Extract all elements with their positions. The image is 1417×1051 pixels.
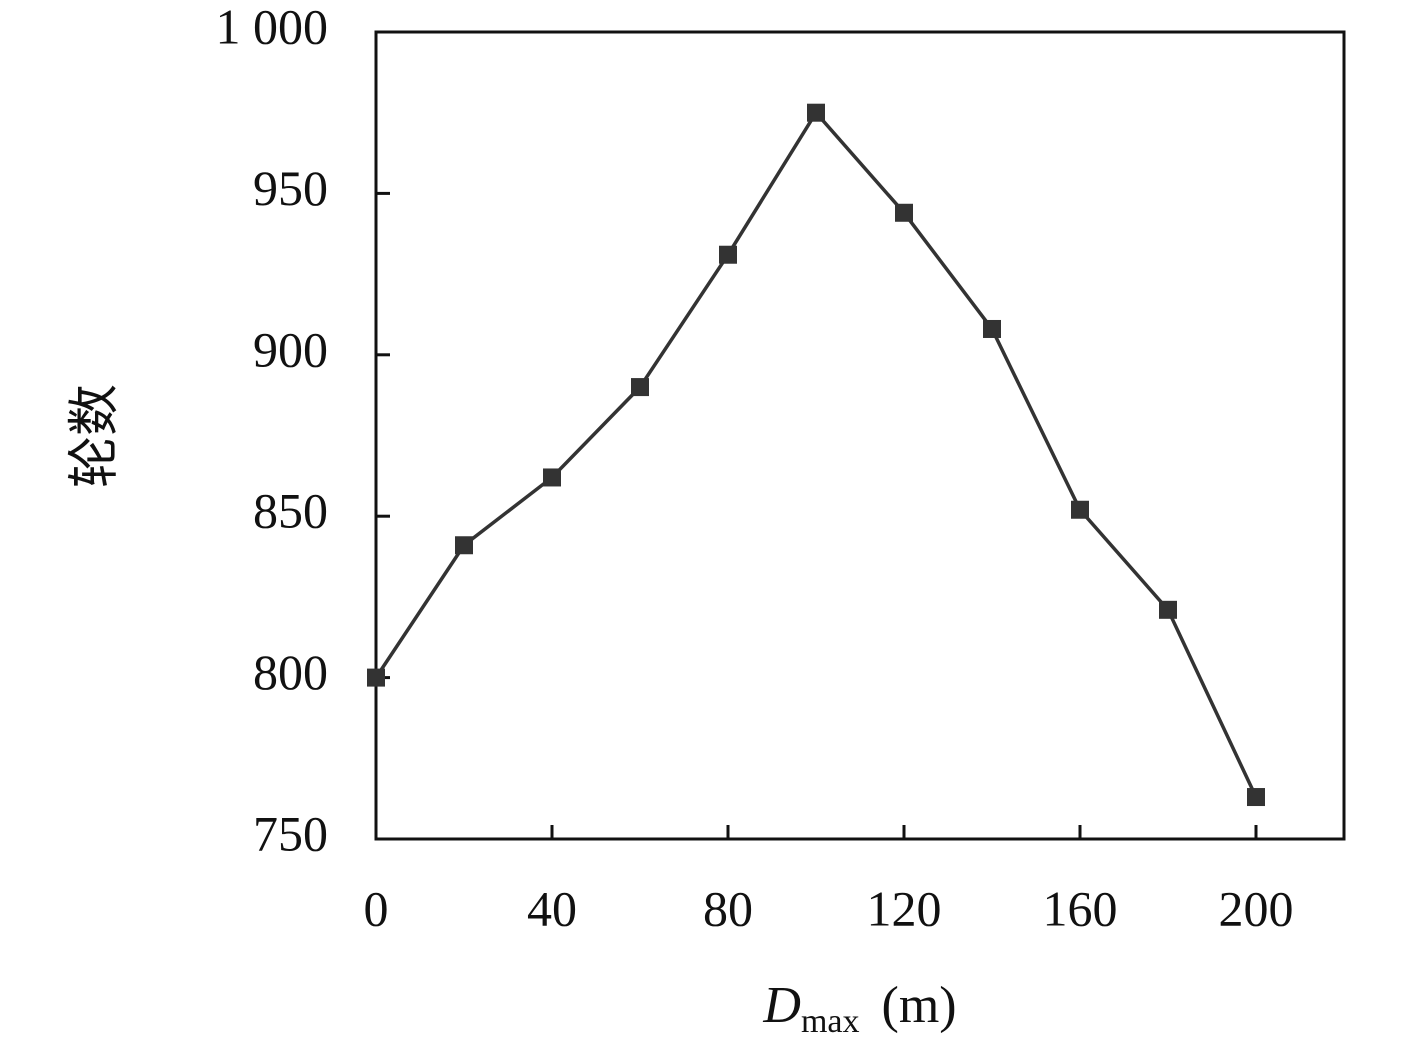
x-tick-label: 160 [1043,880,1118,936]
y-axis-label: 轮数 [67,384,124,488]
x-tick-label: 200 [1219,880,1294,936]
data-marker [543,468,561,487]
data-marker [631,378,649,397]
y-tick-label: 800 [253,644,328,700]
data-marker [1247,788,1265,807]
data-marker [895,203,913,222]
data-marker [719,245,737,264]
x-tick-label: 40 [527,880,577,936]
x-tick-label: 0 [364,880,389,936]
y-tick-label: 900 [253,321,328,377]
y-tick-label: 950 [253,160,328,216]
y-tick-label: 850 [253,483,328,539]
x-tick-label: 80 [703,880,753,936]
plot-frame [374,30,1346,841]
x-label-main: D [762,977,801,1034]
x-axis-label: Dmax (m) [762,977,956,1040]
y-tick-label: 750 [253,805,328,861]
x-tick-label: 120 [867,880,942,936]
data-marker [367,668,385,687]
y-tick-label: 1 000 [216,0,329,54]
data-marker [1159,600,1177,619]
x-label-sub: max [801,1003,860,1040]
data-marker [455,536,473,555]
x-label-unit: (m) [882,977,957,1034]
data-line [374,109,1258,798]
data-marker [1071,500,1089,519]
data-marker [983,319,1001,338]
data-marker [807,103,825,122]
